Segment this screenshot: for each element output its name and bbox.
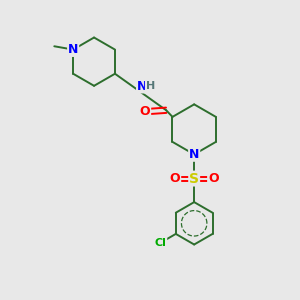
- Text: N: N: [68, 43, 78, 56]
- Text: Cl: Cl: [154, 238, 166, 248]
- Text: O: O: [170, 172, 180, 185]
- Text: N: N: [189, 148, 200, 161]
- Text: O: O: [208, 172, 219, 185]
- Text: H: H: [146, 81, 155, 91]
- Text: N: N: [137, 80, 147, 93]
- Text: S: S: [189, 172, 199, 186]
- Text: O: O: [140, 105, 150, 118]
